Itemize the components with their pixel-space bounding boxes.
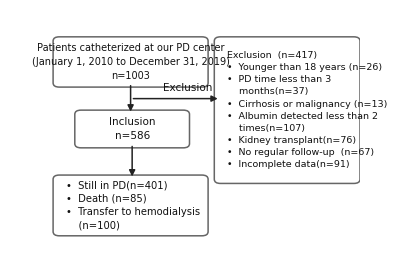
Text: Exclusion: Exclusion: [163, 83, 213, 93]
Text: Inclusion
n=586: Inclusion n=586: [109, 117, 155, 141]
FancyBboxPatch shape: [53, 37, 208, 87]
FancyBboxPatch shape: [53, 175, 208, 236]
FancyBboxPatch shape: [214, 37, 360, 183]
Text: •  Still in PD(n=401)
•  Death (n=85)
•  Transfer to hemodialysis
    (n=100): • Still in PD(n=401) • Death (n=85) • Tr…: [66, 180, 200, 231]
Text: Exclusion  (n=417)
•  Younger than 18 years (n=26)
•  PD time less than 3
    mo: Exclusion (n=417) • Younger than 18 year…: [227, 51, 388, 169]
Text: Patients catheterized at our PD center
(January 1, 2010 to December 31, 2019)
n=: Patients catheterized at our PD center (…: [32, 43, 230, 81]
FancyBboxPatch shape: [75, 110, 190, 148]
